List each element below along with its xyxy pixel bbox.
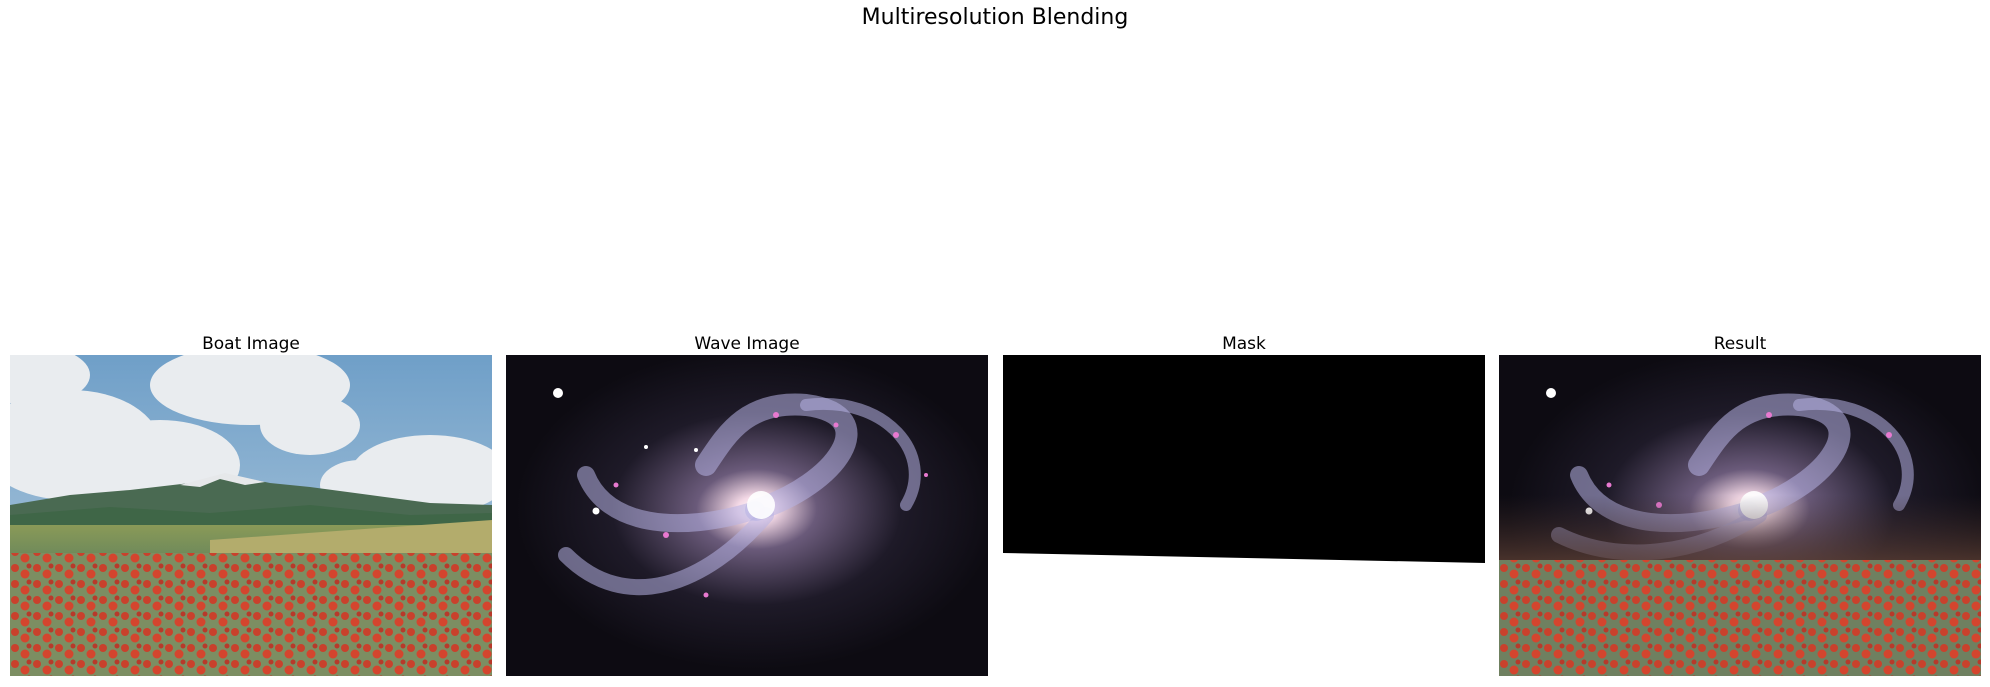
wave-image: [506, 355, 988, 676]
panel-mask: Mask: [1003, 333, 1485, 676]
panel-title-wave: Wave Image: [694, 334, 800, 354]
result-image: [1499, 355, 1981, 676]
panel-title-result: Result: [1713, 334, 1767, 354]
panel-wave-image: Wave Image: [506, 333, 988, 676]
boat-image: [10, 355, 492, 676]
panel-result: Result: [1499, 333, 1981, 676]
panel-title-mask: Mask: [1222, 334, 1266, 354]
mask-image: [1003, 355, 1485, 676]
panel-boat-image: Boat Image: [10, 333, 492, 676]
figure-title: Multiresolution Blending: [861, 5, 1129, 30]
panel-title-boat: Boat Image: [202, 334, 300, 354]
